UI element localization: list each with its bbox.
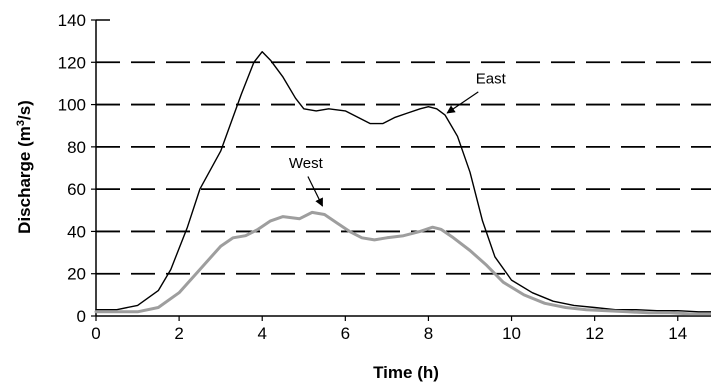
- x-tick-label-8: 8: [424, 324, 433, 343]
- series-line-west: [94, 210, 711, 316]
- series-lines: [94, 51, 711, 316]
- y-axis-title: Discharge (m3/s): [15, 100, 34, 234]
- y-tick-label-0: 0: [77, 307, 86, 326]
- y-tick-label-100: 100: [58, 96, 86, 115]
- annotation-label-west: West: [289, 155, 324, 172]
- y-tick-label-20: 20: [67, 265, 86, 284]
- x-tick-label-6: 6: [341, 324, 350, 343]
- x-tick-label-2: 2: [174, 324, 183, 343]
- annotation-arrow-east: [446, 91, 479, 114]
- y-tick-label-140: 140: [58, 11, 86, 30]
- y-tick-label-40: 40: [67, 222, 86, 241]
- x-tick-label-4: 4: [257, 324, 266, 343]
- series-line-east: [95, 51, 711, 313]
- x-tick-label-12: 12: [585, 324, 604, 343]
- y-tick-label-80: 80: [67, 138, 86, 157]
- annotation-arrow-west: [307, 176, 324, 207]
- annotation-label-east: East: [476, 70, 507, 87]
- x-tick-label-0: 0: [91, 324, 100, 343]
- y-tick-label-60: 60: [67, 180, 86, 199]
- y-tick-label-120: 120: [58, 53, 86, 72]
- annotations: East West: [289, 70, 507, 207]
- x-tick-label-14: 14: [668, 324, 687, 343]
- grid-lines: [96, 61, 711, 275]
- x-tick-label-10: 10: [502, 324, 521, 343]
- x-axis-title: Time (h): [373, 363, 439, 382]
- axes: [91, 19, 711, 321]
